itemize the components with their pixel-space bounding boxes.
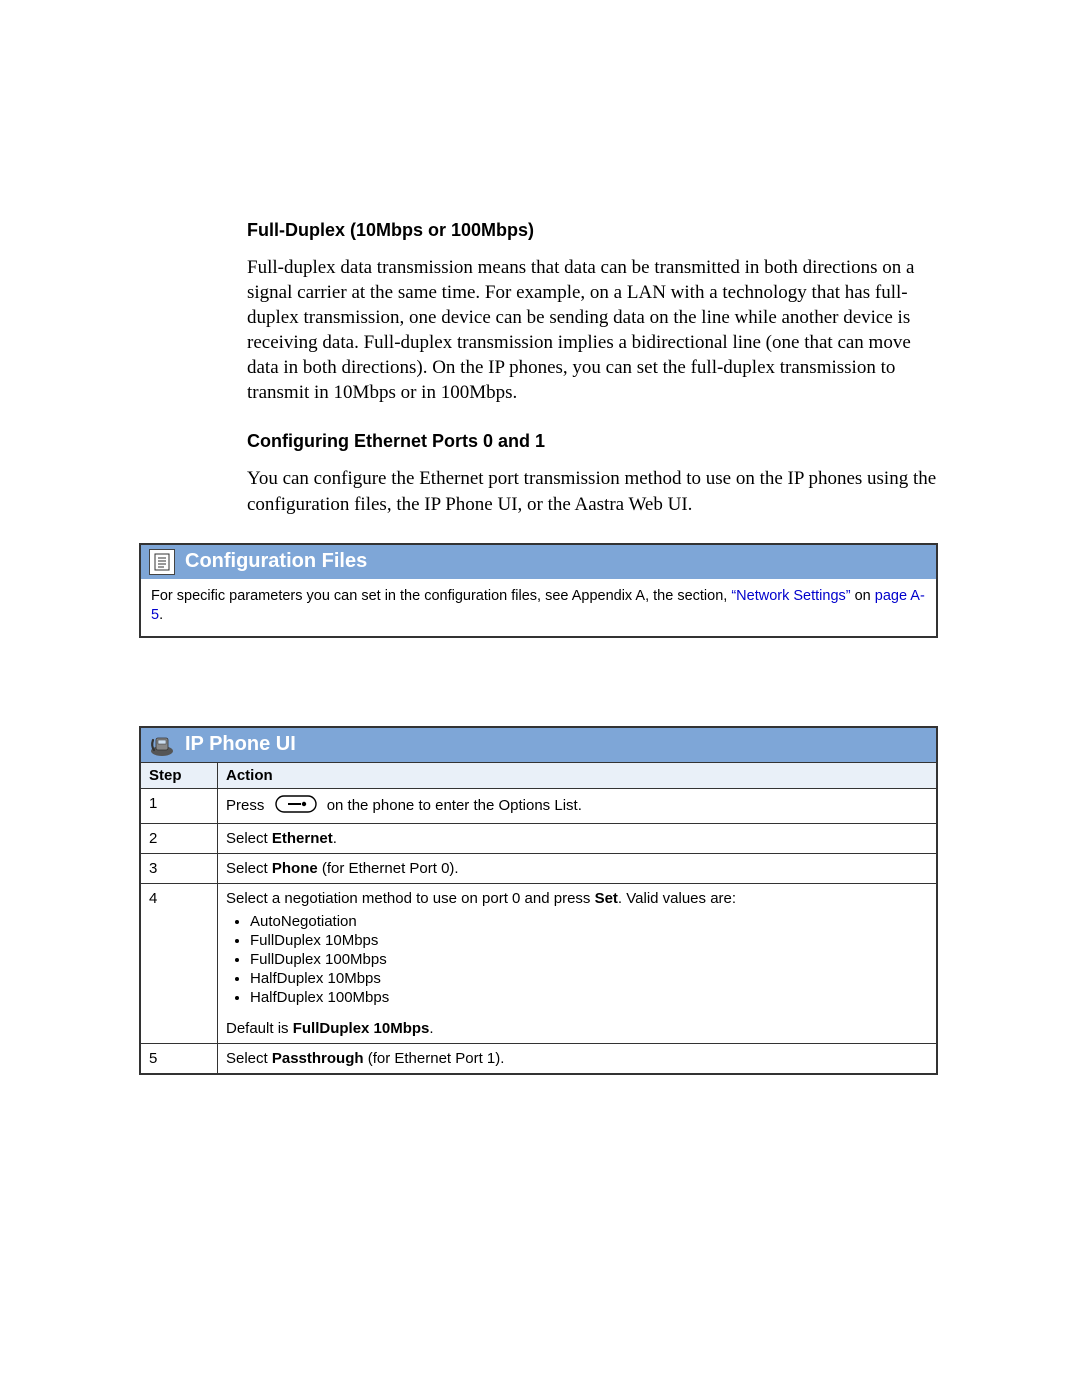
document-icon xyxy=(149,549,175,575)
step-number: 4 xyxy=(140,883,218,1043)
list-item: FullDuplex 10Mbps xyxy=(250,932,928,949)
list-item: HalfDuplex 100Mbps xyxy=(250,989,928,1006)
text-post: (for Ethernet Port 1). xyxy=(364,1050,505,1067)
step-number: 2 xyxy=(140,823,218,853)
table-title-row: IP Phone UI xyxy=(140,727,937,763)
callout-text-post: . xyxy=(159,607,163,623)
text-pre: Select xyxy=(226,860,272,877)
phone-icon xyxy=(149,732,175,758)
text-bold: Passthrough xyxy=(272,1050,364,1067)
text-default-post: . xyxy=(429,1020,433,1037)
text-post: . xyxy=(333,830,337,847)
table-header-row: Step Action xyxy=(140,762,937,788)
callout-header: Configuration Files xyxy=(141,545,936,579)
step-number: 5 xyxy=(140,1043,218,1074)
step-number: 3 xyxy=(140,853,218,883)
text-bold: Ethernet xyxy=(272,830,333,847)
table-row: 2 Select Ethernet. xyxy=(140,823,937,853)
text-pre: Select xyxy=(226,1050,272,1067)
paragraph-full-duplex: Full-duplex data transmission means that… xyxy=(247,255,938,405)
callout-body: For specific parameters you can set in t… xyxy=(141,579,936,636)
callout-title: Configuration Files xyxy=(185,550,367,573)
heading-full-duplex: Full-Duplex (10Mbps or 100Mbps) xyxy=(247,220,938,241)
list-item: FullDuplex 100Mbps xyxy=(250,951,928,968)
table-row: 3 Select Phone (for Ethernet Port 0). xyxy=(140,853,937,883)
document-page: Full-Duplex (10Mbps or 100Mbps) Full-dup… xyxy=(0,0,1080,1195)
bullet-list: AutoNegotiation FullDuplex 10Mbps FullDu… xyxy=(226,913,928,1006)
text-default-pre: Default is xyxy=(226,1020,293,1037)
column-header-action: Action xyxy=(218,762,938,788)
step-number: 1 xyxy=(140,788,218,823)
table-ip-phone-ui: IP Phone UI Step Action 1 Press xyxy=(139,726,938,1075)
link-network-settings[interactable]: “Network Settings” xyxy=(731,588,850,604)
callout-configuration-files: Configuration Files For specific paramet… xyxy=(139,543,938,638)
step-action: Select a negotiation method to use on po… xyxy=(218,883,938,1043)
table-row: 4 Select a negotiation method to use on … xyxy=(140,883,937,1043)
table-row: 1 Press on the phone to enter the Option… xyxy=(140,788,937,823)
text-intro-post: . Valid values are: xyxy=(618,890,736,907)
text-press: Press xyxy=(226,797,264,814)
callout-text-mid: on xyxy=(851,588,875,604)
text-post: (for Ethernet Port 0). xyxy=(318,860,459,877)
table-title: IP Phone UI xyxy=(185,733,296,756)
text-pre: Select xyxy=(226,830,272,847)
list-item: HalfDuplex 10Mbps xyxy=(250,970,928,987)
text-default-bold: FullDuplex 10Mbps xyxy=(293,1020,430,1037)
text-intro-bold: Set xyxy=(595,890,618,907)
text-bold: Phone xyxy=(272,860,318,877)
text-intro-pre: Select a negotiation method to use on po… xyxy=(226,890,595,907)
list-item: AutoNegotiation xyxy=(250,913,928,930)
step-action: Select Phone (for Ethernet Port 0). xyxy=(218,853,938,883)
text-post: on the phone to enter the Options List. xyxy=(327,797,582,814)
column-header-step: Step xyxy=(140,762,218,788)
paragraph-configuring-ports: You can configure the Ethernet port tran… xyxy=(247,466,938,516)
step-action: Select Passthrough (for Ethernet Port 1)… xyxy=(218,1043,938,1074)
step-action: Select Ethernet. xyxy=(218,823,938,853)
options-button-icon xyxy=(275,795,317,817)
table-row: 5 Select Passthrough (for Ethernet Port … xyxy=(140,1043,937,1074)
step-action: Press on the phone to enter the Options … xyxy=(218,788,938,823)
heading-configuring-ports: Configuring Ethernet Ports 0 and 1 xyxy=(247,431,938,452)
callout-text-pre: For specific parameters you can set in t… xyxy=(151,588,731,604)
